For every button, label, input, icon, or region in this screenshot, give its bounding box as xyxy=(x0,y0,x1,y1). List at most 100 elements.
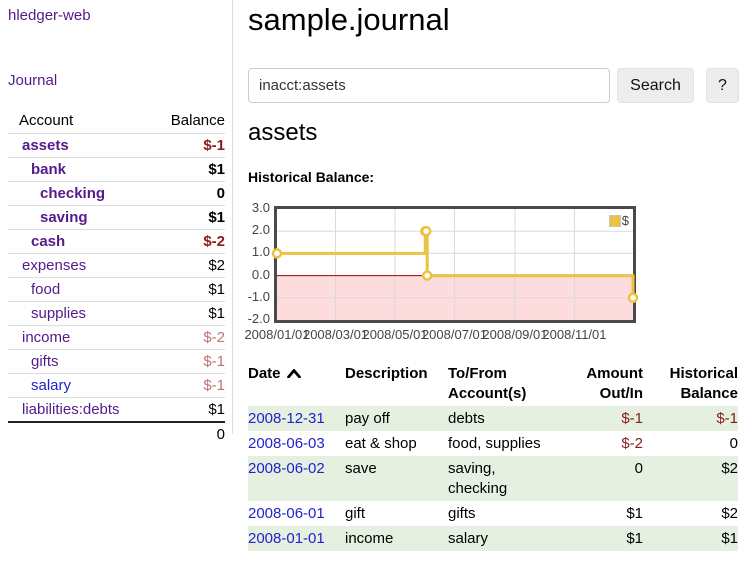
brand-link[interactable]: hledger-web xyxy=(8,7,91,24)
x-axis-tick-label: 2008/07/01 xyxy=(421,327,488,342)
column-header-amount: Amount Out/In xyxy=(586,365,643,402)
account-link-cash[interactable]: cash xyxy=(31,233,66,250)
account-balance: $1 xyxy=(154,277,225,302)
account-balance: $1 xyxy=(154,205,225,230)
account-balance: $-2 xyxy=(154,229,225,254)
x-axis-tick-label: 2008/03/01 xyxy=(302,327,369,342)
transaction-accounts: debts xyxy=(448,410,485,427)
account-row: gifts $-1 xyxy=(8,349,225,374)
transaction-row: 2008-06-03 eat & shop food, supplies $-2… xyxy=(248,431,738,456)
transaction-row: 2008-12-31 pay off debts $-1 $-1 xyxy=(248,406,738,431)
account-row: supplies $1 xyxy=(8,301,225,326)
accounts-table: Account Balance assets $-1 bank $1 check… xyxy=(8,109,225,446)
y-axis-tick-label: 0.0 xyxy=(251,266,270,282)
account-row: cash $-2 xyxy=(8,229,225,254)
journal-link[interactable]: Journal xyxy=(8,72,58,89)
account-link-assets[interactable]: assets xyxy=(22,137,69,154)
column-header-accounts: To/From Account(s) xyxy=(448,365,527,402)
main-content: sample.journal × Search ? assets Histori… xyxy=(244,0,742,582)
account-link-salary[interactable]: salary xyxy=(31,377,72,394)
account-row: liabilities:debts $1 xyxy=(8,397,225,422)
accounts-total-row: 0 xyxy=(8,421,225,446)
account-row: bank $1 xyxy=(8,157,225,182)
chart-plot-area[interactable]: $ xyxy=(271,206,639,323)
accounts-col-account: Account xyxy=(19,112,74,129)
chart-canvas xyxy=(271,209,639,320)
account-link-liabilities-debts[interactable]: liabilities:debts xyxy=(22,401,120,418)
account-balance: $-2 xyxy=(154,325,225,350)
account-link-checking[interactable]: checking xyxy=(40,185,106,202)
account-link-supplies[interactable]: supplies xyxy=(31,305,87,322)
search-input[interactable] xyxy=(248,68,610,103)
account-balance: $1 xyxy=(154,397,225,422)
sort-ascending-icon xyxy=(286,364,301,384)
account-balance: 0 xyxy=(154,181,225,206)
y-axis-tick-label: 3.0 xyxy=(251,200,270,215)
y-axis-tick-label: -2.0 xyxy=(247,311,270,326)
column-header-date[interactable]: Date xyxy=(248,362,345,406)
transaction-balance: 0 xyxy=(729,435,738,452)
brand: hledger-web xyxy=(8,7,224,25)
account-row: checking 0 xyxy=(8,181,225,206)
account-balance: $-1 xyxy=(154,349,225,374)
transaction-date-link[interactable]: 2008-06-02 xyxy=(248,460,325,477)
chart-legend: $ xyxy=(608,213,629,228)
transaction-accounts: salary xyxy=(448,530,489,547)
y-axis-tick-label: 1.0 xyxy=(251,244,270,260)
account-link-income[interactable]: income xyxy=(22,329,71,346)
account-link-saving[interactable]: saving xyxy=(40,209,88,226)
transaction-date-link[interactable]: 2008-06-01 xyxy=(248,505,325,522)
account-balance: $-1 xyxy=(154,373,225,398)
account-row: saving $1 xyxy=(8,205,225,230)
transaction-description: pay off xyxy=(345,410,390,427)
x-axis-tick-label: 2008/05/01 xyxy=(362,327,428,342)
account-row: salary $-1 xyxy=(8,373,225,398)
transaction-date-link[interactable]: 2008-06-03 xyxy=(248,435,325,452)
transaction-balance: $-1 xyxy=(716,410,738,427)
legend-swatch-icon xyxy=(608,214,621,227)
transaction-row: 2008-06-02 save saving, checking 0 $2 xyxy=(248,456,738,501)
account-balance: $1 xyxy=(154,301,225,326)
account-link-food[interactable]: food xyxy=(31,281,61,298)
transaction-amount: $-1 xyxy=(621,410,643,427)
column-header-description: Description xyxy=(345,365,428,382)
legend-label: $ xyxy=(621,213,629,228)
historical-balance-chart: $ 3.0 2.0 1.0 0.0 -1.0 -2.0 2008/01/01 2008/03/… xyxy=(244,200,694,342)
account-link-bank[interactable]: bank xyxy=(31,161,67,178)
transaction-description: save xyxy=(345,460,377,477)
accounts-total-value: 0 xyxy=(154,421,225,446)
register-table: Date Description To/From Account(s) Amou… xyxy=(248,362,738,551)
transaction-date-link[interactable]: 2008-12-31 xyxy=(248,410,325,427)
account-balance: $2 xyxy=(154,253,225,278)
transaction-balance: $2 xyxy=(721,460,738,477)
date-header-label: Date xyxy=(248,365,281,382)
account-link-expenses[interactable]: expenses xyxy=(22,257,87,274)
page-title: sample.journal xyxy=(248,2,450,37)
transaction-description: gift xyxy=(345,505,366,522)
y-axis-tick-label: -1.0 xyxy=(247,288,270,304)
account-balance: $1 xyxy=(154,157,225,182)
transaction-row: 2008-01-01 income salary $1 $1 xyxy=(248,526,738,551)
account-row: income $-2 xyxy=(8,325,225,350)
transaction-date-link[interactable]: 2008-01-01 xyxy=(248,530,325,547)
transaction-accounts: food, supplies xyxy=(448,435,541,452)
account-row: assets $-1 xyxy=(8,133,225,158)
account-balance: $-1 xyxy=(154,133,225,158)
account-link-gifts[interactable]: gifts xyxy=(31,353,59,370)
sidebar-nav: Journal xyxy=(8,72,224,90)
help-button[interactable]: ? xyxy=(706,68,739,103)
accounts-col-balance: Balance xyxy=(170,112,225,129)
transaction-balance: $2 xyxy=(721,505,738,522)
transaction-balance: $1 xyxy=(721,530,738,547)
register-header-row: Date Description To/From Account(s) Amou… xyxy=(248,362,738,406)
transaction-accounts: saving, checking xyxy=(448,460,508,497)
transaction-description: income xyxy=(345,530,394,547)
transaction-amount: $1 xyxy=(626,530,643,547)
account-row: expenses $2 xyxy=(8,253,225,278)
search-button[interactable]: Search xyxy=(617,68,694,103)
account-row: food $1 xyxy=(8,277,225,302)
transaction-row: 2008-06-01 gift gifts $1 $2 xyxy=(248,501,738,526)
chart-title: Historical Balance: xyxy=(248,169,375,185)
x-axis-tick-label: 2008/01/01 xyxy=(244,327,310,342)
